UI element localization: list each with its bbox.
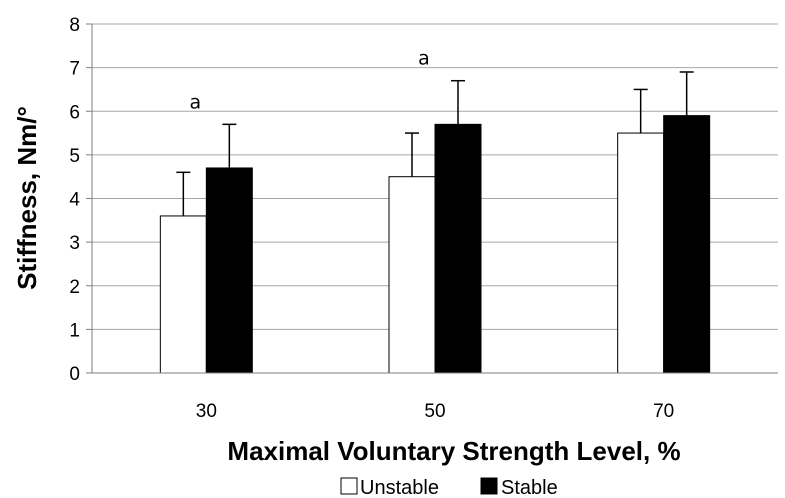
legend-label-stable: Stable <box>501 477 558 498</box>
y-tick-label: 0 <box>69 364 80 385</box>
legend-label-unstable: Unstable <box>360 477 439 498</box>
x-tick-labels: 30 50 70 <box>196 401 674 422</box>
y-tick-label: 7 <box>69 59 80 80</box>
x-tick-label: 50 <box>424 401 445 422</box>
x-tick-label: 30 <box>196 401 217 422</box>
legend-swatch-unstable <box>340 477 358 495</box>
y-tick-label: 4 <box>69 190 80 211</box>
significance-marker: a <box>418 48 430 70</box>
y-tick-label: 6 <box>69 102 80 123</box>
bar-stable-70 <box>663 115 711 374</box>
axes <box>86 23 778 374</box>
error-bars <box>176 71 694 216</box>
y-tick-label: 2 <box>69 277 80 298</box>
bar-unstable-30 <box>159 215 207 374</box>
x-axis-title: Maximal Voluntary Strength Level, % <box>227 436 680 466</box>
legend: Unstable Stable <box>340 477 558 498</box>
y-tick-label: 8 <box>69 15 80 36</box>
y-axis-title: Stiffness, Nm/° <box>12 106 42 290</box>
y-tick-label: 5 <box>69 146 80 167</box>
annotations: aa <box>190 48 430 114</box>
bars <box>159 115 711 374</box>
y-tick-label: 3 <box>69 233 80 254</box>
bar-stable-50 <box>434 123 482 374</box>
y-tick-labels: 0 1 2 3 4 5 6 7 8 <box>69 15 80 385</box>
bar-unstable-50 <box>388 176 436 374</box>
legend-swatch-stable <box>480 477 498 495</box>
y-tick-label: 1 <box>69 320 80 341</box>
significance-marker: a <box>190 91 202 113</box>
bar-stable-30 <box>205 167 253 374</box>
bar-unstable-70 <box>617 132 665 374</box>
x-tick-label: 70 <box>653 401 674 422</box>
